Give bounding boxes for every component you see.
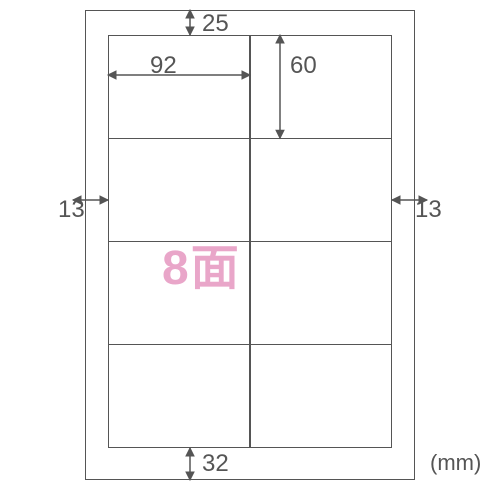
dim-top-margin: 25 [202,10,229,38]
dim-bottom-margin: 32 [202,450,229,478]
dim-left-margin: 13 [58,196,85,224]
dim-cell-width: 92 [150,52,177,80]
dim-cell-height: 60 [290,52,317,80]
arrow-bottom-margin [178,436,202,492]
arrow-cell-width [96,63,262,87]
diagram-canvas: 25 92 60 13 13 32 8面 (mm) [0,0,500,500]
panel-count-title: 8面 [162,228,241,298]
arrow-cell-height [268,23,292,150]
arrow-top-margin [178,0,202,47]
dim-right-margin: 13 [415,196,442,224]
unit-label: (mm) [430,450,481,476]
